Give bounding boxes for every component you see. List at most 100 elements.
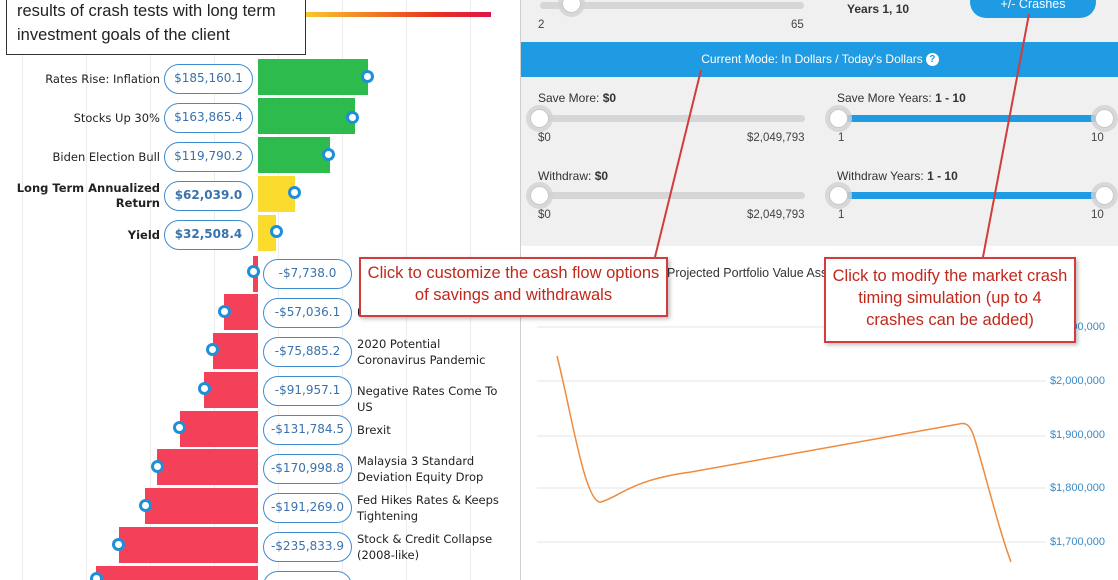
cashflow-callout: Click to customize the cash flow options… — [359, 257, 668, 317]
scenario-label: Yield — [127, 228, 160, 242]
scenario-handle[interactable] — [139, 499, 152, 512]
cashflow-pointer — [654, 69, 702, 258]
description-box: results of crash tests with long term in… — [6, 0, 306, 55]
y-tick: $1,800,000 — [1049, 482, 1105, 494]
scenario-value-pill[interactable]: -$235,833.9 — [263, 532, 352, 562]
withdraw-max: $2,049,793 — [747, 209, 805, 221]
scenario-value-pill[interactable]: $32,508.4 — [164, 220, 253, 250]
horizon-slider-track[interactable] — [540, 2, 804, 9]
horizon-min: 2 — [538, 19, 545, 31]
save-more-min: $0 — [538, 132, 551, 144]
scenario-value-pill[interactable]: $185,160.1 — [164, 64, 253, 94]
save-more-years-max: 10 — [1091, 132, 1104, 144]
scenario-label: Negative Rates Come To US — [357, 384, 498, 414]
scenario-handle[interactable] — [112, 538, 125, 551]
save-more-years-track[interactable] — [837, 115, 1105, 122]
description-line-1: results of crash tests with long term — [17, 2, 276, 20]
scenario-bar[interactable] — [145, 488, 258, 524]
withdraw-years-thumb-end[interactable] — [1095, 186, 1114, 205]
horizon-slider-thumb[interactable] — [562, 0, 581, 13]
scenario-handle[interactable] — [218, 305, 231, 318]
scenario-value-pill[interactable]: -$131,784.5 — [263, 415, 352, 445]
crash-callout: Click to modify the market crash timing … — [824, 257, 1076, 343]
crash-pointer — [982, 13, 1030, 258]
withdraw-years-label: Withdraw Years: 1 - 10 — [837, 169, 958, 183]
scenario-bar[interactable] — [180, 411, 258, 447]
scenario-value-pill[interactable]: -$7,738.0 — [263, 259, 352, 289]
controls-background — [521, 0, 1118, 246]
save-more-label: Save More: $0 — [538, 91, 617, 105]
save-more-years-thumb-end[interactable] — [1095, 109, 1114, 128]
save-more-max: $2,049,793 — [747, 132, 805, 144]
scenario-handle[interactable] — [247, 265, 260, 278]
grid-line — [22, 0, 23, 580]
scenario-value-pill[interactable]: -$170,998.8 — [263, 454, 352, 484]
withdraw-thumb[interactable] — [530, 186, 549, 205]
risk-gradient-bar — [306, 12, 491, 17]
scenario-handle[interactable] — [361, 70, 374, 83]
grid-line — [150, 0, 151, 580]
scenario-handle[interactable] — [198, 382, 211, 395]
scenario-label: 2020 Potential Coronavirus Pandemic — [357, 337, 486, 367]
scenario-label: Brexit — [357, 423, 391, 437]
y-tick: $1,900,000 — [1049, 429, 1105, 441]
scenario-label: Malaysia 3 Standard Deviation Equity Dro… — [357, 454, 484, 484]
scenario-handle[interactable] — [288, 186, 301, 199]
crashes-button[interactable]: +/- Crashes — [970, 0, 1096, 18]
save-more-thumb[interactable] — [530, 109, 549, 128]
scenario-label: Rates Rise: Inflation — [45, 72, 160, 86]
scenario-value-pill[interactable]: -$191,269.0 — [263, 493, 352, 523]
scenario-label: Stocks Up 30% — [73, 111, 160, 125]
scenario-bar[interactable] — [258, 137, 330, 173]
y-tick: $2,000,000 — [1049, 375, 1105, 387]
withdraw-label: Withdraw: $0 — [538, 169, 609, 183]
scenario-handle[interactable] — [151, 460, 164, 473]
scenario-bar[interactable] — [96, 566, 258, 580]
scenario-bar[interactable] — [119, 527, 258, 563]
save-more-track[interactable] — [538, 115, 805, 122]
withdraw-min: $0 — [538, 209, 551, 221]
description-line-2: investment goals of the client — [17, 26, 230, 44]
mode-text: Current Mode: In Dollars / Today's Dolla… — [701, 52, 923, 66]
scenario-bar[interactable] — [258, 59, 368, 95]
save-more-years-thumb-start[interactable] — [829, 109, 848, 128]
scenario-bar[interactable] — [213, 333, 258, 369]
scenario-value-pill[interactable]: $119,790.2 — [164, 142, 253, 172]
save-more-years-min: 1 — [838, 132, 845, 144]
scenario-label: Biden Election Bull — [52, 150, 160, 164]
withdraw-years-max: 10 — [1091, 209, 1104, 221]
scenario-value-pill[interactable]: -$57,036.1 — [263, 298, 352, 328]
scenario-handle[interactable] — [90, 572, 103, 580]
withdraw-years-track[interactable] — [837, 192, 1105, 199]
scenario-label: Long Term Annualized Return — [16, 181, 160, 210]
withdraw-years-thumb-start[interactable] — [829, 186, 848, 205]
chart-title: Projected Portfolio Value Assu — [667, 266, 835, 280]
grid-line — [342, 0, 343, 580]
withdraw-years-min: 1 — [838, 209, 845, 221]
scenario-label: Fed Hikes Rates & Keeps Tightening — [357, 493, 499, 523]
scenario-value-pill[interactable]: $163,865.4 — [164, 103, 253, 133]
grid-line — [214, 0, 215, 580]
help-icon[interactable]: ? — [925, 53, 939, 67]
scenario-bar[interactable] — [258, 98, 355, 134]
scenario-handle[interactable] — [322, 148, 335, 161]
scenario-handle[interactable] — [346, 111, 359, 124]
scenario-label: Stock & Credit Collapse (2008-like) — [357, 532, 493, 562]
scenario-bar[interactable] — [157, 449, 258, 485]
grid-line — [278, 0, 279, 580]
scenario-handle[interactable] — [173, 421, 186, 434]
scenario-handle[interactable] — [270, 225, 283, 238]
scenario-bar[interactable] — [258, 215, 276, 251]
scenario-value-pill[interactable]: -$75,885.2 — [263, 337, 352, 367]
save-more-years-label: Save More Years: 1 - 10 — [837, 91, 966, 105]
y-tick: $1,700,000 — [1049, 536, 1105, 548]
withdraw-track[interactable] — [538, 192, 805, 199]
horizon-max: 65 — [791, 19, 804, 31]
portfolio-line — [556, 355, 1012, 563]
scenario-bar[interactable] — [204, 372, 258, 408]
grid-line — [86, 0, 87, 580]
scenario-value-pill[interactable]: -$91,957.1 — [263, 376, 352, 406]
scenario-value-pill[interactable]: $62,039.0 — [164, 181, 253, 211]
scenario-handle[interactable] — [206, 343, 219, 356]
